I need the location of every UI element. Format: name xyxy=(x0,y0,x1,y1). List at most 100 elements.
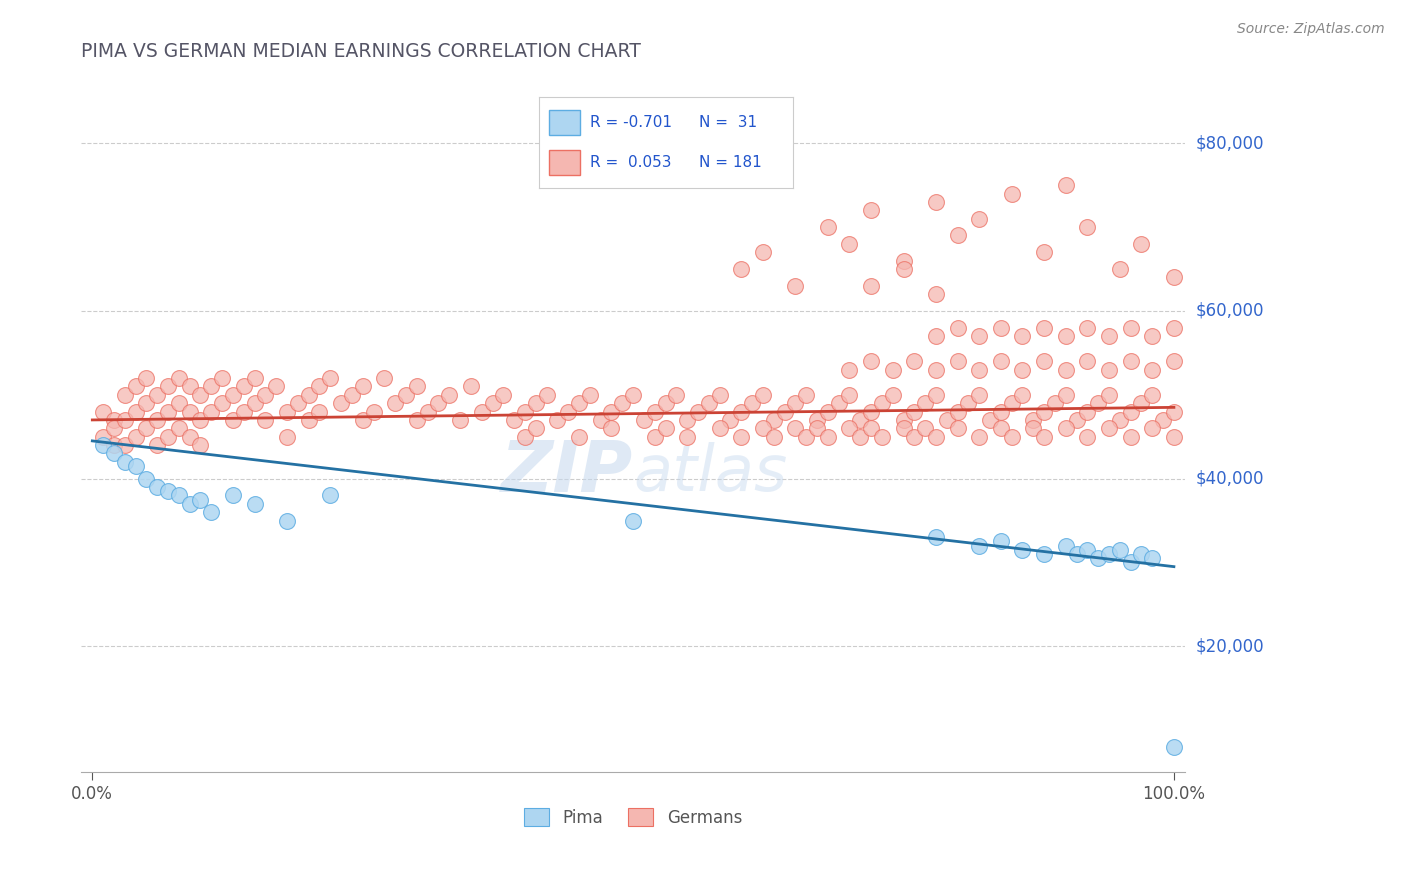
Point xyxy=(1098,421,1121,435)
Point xyxy=(135,396,157,410)
Point xyxy=(1163,354,1185,368)
Point xyxy=(416,404,439,418)
Point xyxy=(1054,421,1077,435)
Point xyxy=(190,413,212,427)
Point xyxy=(146,438,169,452)
Point xyxy=(979,413,1001,427)
Point xyxy=(449,413,471,427)
Point xyxy=(1022,413,1045,427)
Point xyxy=(925,329,948,343)
Point xyxy=(200,404,222,418)
Point xyxy=(870,396,893,410)
Point xyxy=(319,488,342,502)
Point xyxy=(1119,556,1142,570)
Point xyxy=(794,430,817,444)
Point xyxy=(741,396,763,410)
Point xyxy=(1076,354,1098,368)
Point xyxy=(481,396,503,410)
Point xyxy=(785,396,807,410)
Point xyxy=(730,430,752,444)
Point xyxy=(967,430,990,444)
Point xyxy=(384,396,406,410)
Point xyxy=(925,287,948,301)
Point xyxy=(946,421,969,435)
Point xyxy=(1087,551,1109,566)
Point xyxy=(849,430,872,444)
Point xyxy=(709,388,731,402)
Point xyxy=(838,236,860,251)
Point xyxy=(568,396,591,410)
Point xyxy=(1130,396,1153,410)
Point xyxy=(135,371,157,385)
Point xyxy=(179,497,201,511)
Point xyxy=(1108,413,1130,427)
Point xyxy=(363,404,385,418)
Point xyxy=(1033,547,1056,561)
Point xyxy=(103,438,125,452)
Point xyxy=(967,539,990,553)
Point xyxy=(1076,220,1098,235)
Point xyxy=(1033,430,1056,444)
Point xyxy=(817,430,839,444)
Point xyxy=(276,404,298,418)
Point xyxy=(817,404,839,418)
Point xyxy=(536,388,558,402)
Point xyxy=(914,421,936,435)
Point xyxy=(1142,421,1164,435)
Point xyxy=(882,388,904,402)
Point xyxy=(298,388,321,402)
Point xyxy=(676,430,699,444)
Point xyxy=(146,413,169,427)
Point xyxy=(330,396,353,410)
Point xyxy=(1011,388,1033,402)
Point xyxy=(990,534,1012,549)
Point xyxy=(1142,551,1164,566)
Point xyxy=(157,430,180,444)
Point xyxy=(1163,739,1185,754)
Point xyxy=(925,388,948,402)
Point xyxy=(1108,262,1130,277)
Point xyxy=(612,396,634,410)
Point xyxy=(579,388,602,402)
Point xyxy=(114,455,136,469)
Point xyxy=(503,413,526,427)
Point xyxy=(967,329,990,343)
Point xyxy=(1001,396,1024,410)
Point xyxy=(600,404,623,418)
Point xyxy=(621,388,644,402)
Point xyxy=(1098,547,1121,561)
Point xyxy=(232,404,254,418)
Point xyxy=(308,404,330,418)
Point xyxy=(179,430,201,444)
Point xyxy=(838,362,860,376)
Point xyxy=(709,421,731,435)
Point xyxy=(298,413,321,427)
Point xyxy=(1130,547,1153,561)
Point xyxy=(103,446,125,460)
Point xyxy=(1054,388,1077,402)
Point xyxy=(405,413,427,427)
Point xyxy=(914,396,936,410)
Point xyxy=(352,413,374,427)
Point xyxy=(990,354,1012,368)
Point xyxy=(686,404,709,418)
Point xyxy=(1001,430,1024,444)
Point xyxy=(752,388,775,402)
Point xyxy=(308,379,330,393)
Point xyxy=(546,413,568,427)
Point xyxy=(860,278,883,293)
Point xyxy=(967,211,990,226)
Point xyxy=(114,438,136,452)
Point xyxy=(124,458,146,473)
Point xyxy=(124,379,146,393)
Point xyxy=(439,388,461,402)
Point xyxy=(925,530,948,544)
Point xyxy=(644,430,666,444)
Point xyxy=(157,484,180,499)
Point xyxy=(557,404,579,418)
Point xyxy=(146,388,169,402)
Point xyxy=(264,379,287,393)
Point xyxy=(1098,388,1121,402)
Point xyxy=(405,379,427,393)
Point xyxy=(654,396,676,410)
